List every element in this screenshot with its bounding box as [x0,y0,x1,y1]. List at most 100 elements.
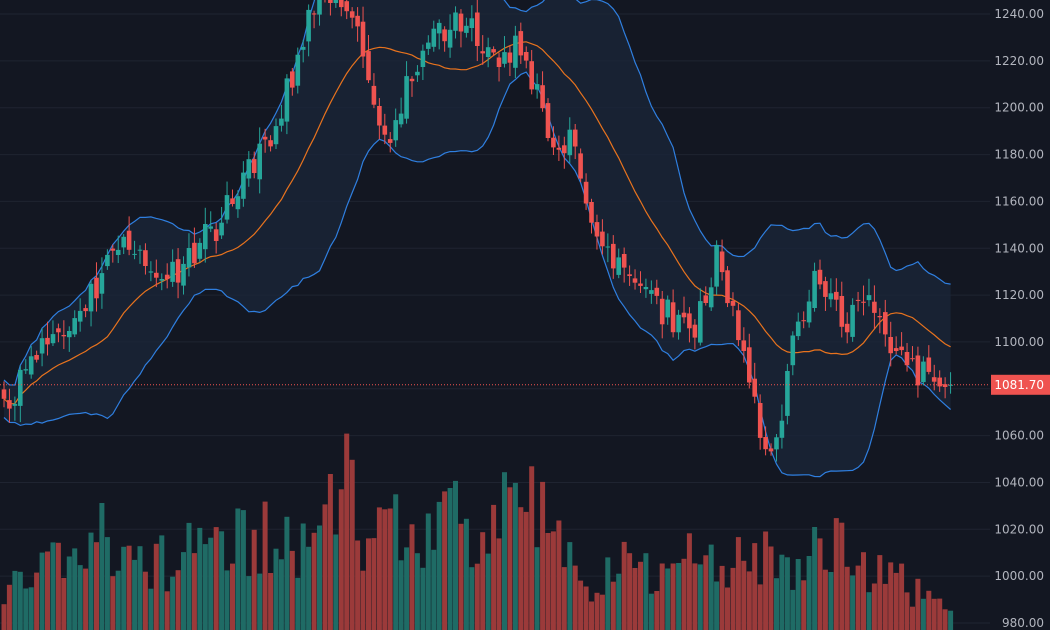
candle [719,239,725,281]
candle [61,320,67,350]
volume-bar [741,560,747,630]
candle [56,323,61,343]
volume-bar [219,531,225,630]
candle [757,394,763,450]
volume-bar [442,491,448,630]
candle [213,222,219,254]
volume-bar [99,503,105,630]
volume-bar [278,559,284,630]
candle [1,381,7,408]
volume-bar [757,584,763,630]
candle [589,198,594,234]
candle [594,214,600,250]
volume-bar [882,583,888,630]
volume-bar [317,525,322,630]
volume-bar [915,578,921,630]
volume-bar [648,593,654,630]
volume-bar [39,552,45,630]
volume-bar [137,546,143,630]
candle [480,35,485,65]
volume-bar [681,558,687,630]
candle [115,235,121,264]
volume-bar [12,570,18,630]
candle [670,289,676,338]
candle [12,396,18,421]
candle [714,240,719,295]
volume-bar [50,542,56,630]
volume-bar [393,494,399,630]
volume-bar [893,572,899,630]
candle [88,280,94,327]
candle [817,259,823,290]
candle [235,190,241,218]
candle [295,47,301,94]
candle [241,161,246,207]
candle [600,219,605,255]
volume-bar [148,588,154,630]
volume-bar [774,578,779,630]
candle [692,319,698,350]
candle [105,249,110,270]
candle [257,127,262,194]
candle [197,238,203,263]
volume-bar [735,537,741,630]
candle [567,117,573,163]
candle [110,244,116,263]
volume-bar [545,533,551,630]
candle [360,6,366,68]
candle [219,206,224,239]
volume-bar [861,552,866,630]
volume-bar [295,577,301,630]
candle [83,304,88,318]
volume-bar [376,507,382,630]
candle [518,22,524,64]
volume-bar [866,592,872,630]
candle [409,76,415,97]
volume-bar [589,601,594,630]
volume-bar [224,570,230,630]
candle [333,0,339,8]
volume-bar [349,459,355,630]
volume-bar [540,481,546,630]
candle [855,291,861,312]
candle [67,326,72,352]
volume-bar [1,604,7,630]
volume-bar [496,538,502,630]
volume-bar [937,598,943,630]
y-tick-label: 1000.00 [994,569,1044,583]
volume-bar [344,433,350,630]
volume-bar [578,580,584,630]
volume-bar [523,511,529,630]
candle [513,25,518,79]
volume-bar [61,578,67,630]
candle [877,308,883,334]
candle [540,71,545,112]
volume-bar [366,538,371,630]
volume-bar [121,546,127,630]
candle [496,52,502,82]
candle [752,362,757,404]
volume-bar [839,522,845,630]
candle [436,19,442,50]
candle [654,279,660,305]
volume-bar [795,559,801,630]
volume-bar [676,563,682,630]
candle [45,321,50,356]
volume-bar [208,537,214,630]
candle [34,350,39,363]
y-tick-label: 1100.00 [994,335,1044,349]
volume-bar [507,487,513,630]
candle [844,312,850,344]
candle [94,262,99,312]
candle [768,443,774,456]
volume-bar [463,518,469,630]
candle [616,248,621,279]
volume-bar [404,547,410,630]
volume-bar [333,534,339,630]
volume-bar [692,563,698,630]
volume-bar [322,504,328,630]
candle [730,292,736,317]
candles [1,0,953,462]
volume-bar [142,571,148,630]
